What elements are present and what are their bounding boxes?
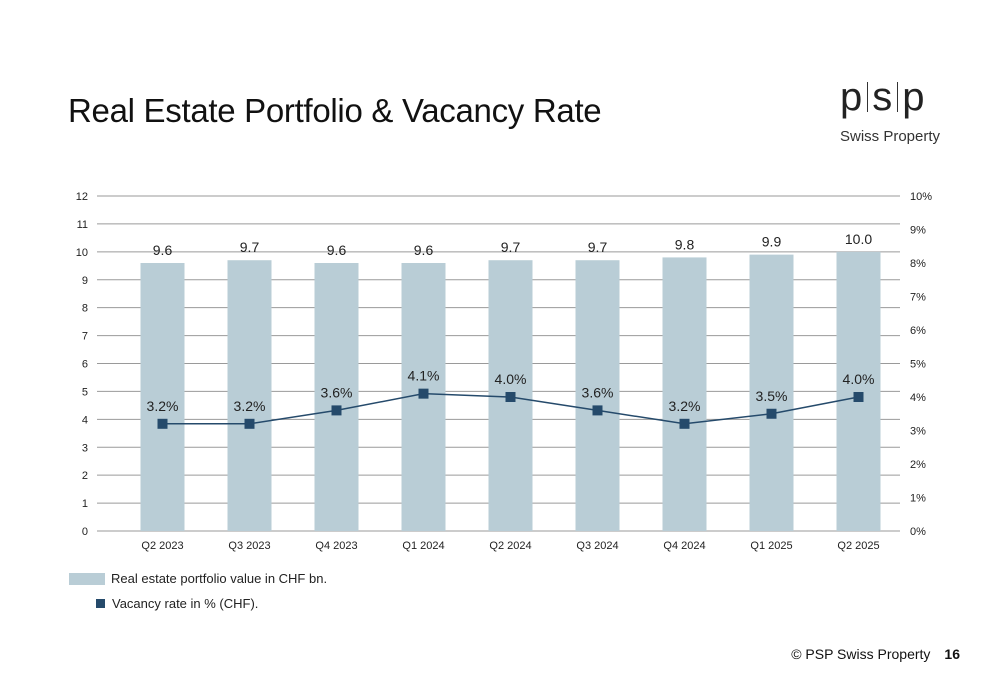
legend-bar-swatch <box>69 572 105 585</box>
bar-value-label: 9.7 <box>240 239 260 255</box>
vacancy-point <box>157 418 168 429</box>
logo-letter-2: s <box>872 75 894 119</box>
left-tick-label: 6 <box>82 359 88 371</box>
x-tick-label: Q3 2023 <box>228 540 270 552</box>
left-tick-label: 5 <box>82 386 88 398</box>
left-tick-label: 0 <box>82 526 88 538</box>
vacancy-point <box>505 392 516 402</box>
left-tick-label: 1 <box>82 498 88 510</box>
legend-line-swatch <box>96 599 105 608</box>
left-tick-label: 9 <box>82 275 88 287</box>
bar <box>227 260 272 531</box>
vacancy-point <box>331 405 342 416</box>
bar-value-label: 10.0 <box>845 231 872 247</box>
right-axis-ticks: 0% 1% 2% 3% 4% 5% 6% 7% 8% 9% 10% <box>910 191 932 538</box>
bar-labels: 9.6 9.7 9.6 9.6 9.7 9.7 9.8 9.9 10.0 <box>153 231 873 258</box>
left-tick-label: 12 <box>76 191 88 203</box>
left-tick-label: 4 <box>82 414 88 426</box>
vacancy-value-label: 4.1% <box>408 368 440 384</box>
left-tick-label: 10 <box>76 247 88 259</box>
x-tick-label: Q3 2024 <box>576 540 618 552</box>
bar <box>575 260 620 531</box>
bar-value-label: 9.7 <box>588 239 608 255</box>
left-tick-label: 8 <box>82 303 88 315</box>
logo-letter-1: p <box>840 75 864 119</box>
right-tick-label: 4% <box>910 392 926 404</box>
right-tick-label: 8% <box>910 258 926 270</box>
bar <box>836 251 881 532</box>
right-tick-label: 1% <box>910 493 926 505</box>
right-tick-label: 2% <box>910 459 926 471</box>
vacancy-value-label: 3.6% <box>321 384 353 400</box>
vacancy-value-label: 3.2% <box>147 398 179 414</box>
right-tick-label: 10% <box>910 191 932 203</box>
x-tick-label: Q1 2025 <box>750 540 792 552</box>
left-tick-label: 11 <box>77 219 88 231</box>
vacancy-value-label: 3.6% <box>582 384 614 400</box>
left-tick-label: 7 <box>82 331 88 343</box>
legend-line-label: Vacancy rate in % (CHF). <box>112 596 259 611</box>
x-tick-label: Q1 2024 <box>402 540 444 552</box>
bar <box>314 263 359 531</box>
bar-value-label: 9.6 <box>414 242 434 258</box>
x-tick-label: Q2 2023 <box>141 540 183 552</box>
vacancy-value-label: 4.0% <box>843 371 875 387</box>
footer: © PSP Swiss Property 16 <box>791 646 960 662</box>
legend-line-item: Vacancy rate in % (CHF). <box>69 596 258 611</box>
page-number: 16 <box>944 646 960 662</box>
bar-series <box>140 251 881 532</box>
x-tick-label: Q4 2024 <box>663 540 705 552</box>
x-tick-label: Q4 2023 <box>315 540 357 552</box>
vacancy-point <box>592 405 603 416</box>
vacancy-point <box>418 388 429 399</box>
right-tick-label: 0% <box>910 526 926 538</box>
left-tick-label: 3 <box>82 442 88 454</box>
vacancy-point <box>679 418 690 429</box>
vacancy-point <box>244 418 255 429</box>
bar <box>662 257 707 531</box>
vacancy-value-label: 3.5% <box>756 388 788 404</box>
page-title: Real Estate Portfolio & Vacancy Rate <box>68 92 602 129</box>
right-tick-label: 5% <box>910 359 926 371</box>
legend-bar-item: Real estate portfolio value in CHF bn. <box>69 571 327 586</box>
bar-value-label: 9.7 <box>501 239 521 255</box>
right-tick-label: 7% <box>910 292 926 304</box>
line-labels: 3.2% 3.2% 3.6% 4.1% 4.0% 3.6% 3.2% 3.5% 4.0% <box>147 368 875 414</box>
x-tick-label: Q2 2025 <box>837 540 879 552</box>
left-tick-label: 2 <box>82 470 88 482</box>
right-tick-label: 6% <box>910 325 926 337</box>
bar-value-label: 9.6 <box>153 242 173 258</box>
vacancy-point <box>766 408 777 419</box>
footer-copyright: © PSP Swiss Property <box>791 646 931 662</box>
bar-value-label: 9.8 <box>675 236 695 252</box>
right-tick-label: 9% <box>910 225 926 237</box>
bar <box>140 263 185 531</box>
bar <box>749 254 794 531</box>
vacancy-value-label: 3.2% <box>234 398 266 414</box>
x-axis-ticks: Q2 2023 Q3 2023 Q4 2023 Q1 2024 Q2 2024 Q3 20… <box>141 540 879 552</box>
line-series <box>157 388 864 429</box>
bar-value-label: 9.9 <box>762 234 782 250</box>
vacancy-point <box>853 392 864 402</box>
logo-subtitle: Swiss Property <box>840 128 941 145</box>
logo-letter-3: p <box>902 75 926 119</box>
legend-bar-label: Real estate portfolio value in CHF bn. <box>111 571 328 586</box>
bar-value-label: 9.6 <box>327 242 347 258</box>
vacancy-value-label: 4.0% <box>495 371 527 387</box>
x-tick-label: Q2 2024 <box>489 540 531 552</box>
right-tick-label: 3% <box>910 426 926 438</box>
vacancy-value-label: 3.2% <box>669 398 701 414</box>
